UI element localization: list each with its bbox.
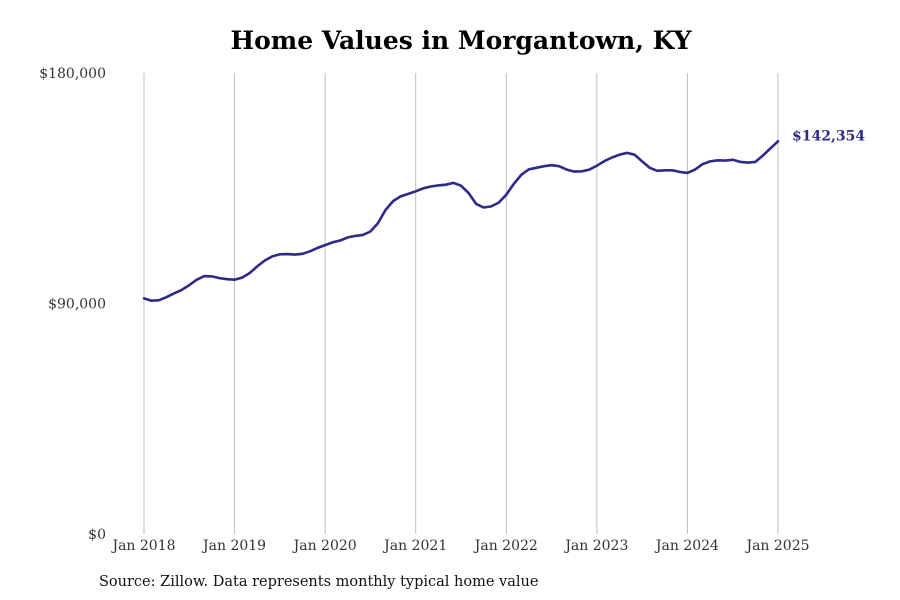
y-tick-label: $180,000 bbox=[39, 66, 106, 82]
latest-value-label: $142,354 bbox=[792, 128, 865, 144]
x-tick-label: Jan 2021 bbox=[382, 538, 447, 554]
chart-title: Home Values in Morgantown, KY bbox=[230, 26, 692, 55]
x-tick-label: Jan 2018 bbox=[110, 538, 175, 554]
x-tick-label: Jan 2024 bbox=[654, 538, 719, 554]
y-tick-label: $90,000 bbox=[48, 297, 106, 313]
x-axis-tick-labels: Jan 2018 Jan 2019 Jan 2020 Jan 2021 Jan 2022… bbox=[110, 538, 809, 554]
y-tick-label: $0 bbox=[88, 527, 106, 543]
x-tick-label: Jan 2023 bbox=[563, 538, 628, 554]
x-tick-label: Jan 2022 bbox=[473, 538, 538, 554]
x-tick-label: Jan 2025 bbox=[744, 538, 809, 554]
x-tick-label: Jan 2019 bbox=[201, 538, 266, 554]
home-value-line bbox=[142, 140, 780, 302]
vertical-gridlines bbox=[143, 73, 779, 534]
x-tick-label: Jan 2020 bbox=[292, 538, 357, 554]
source-note: Source: Zillow. Data represents monthly … bbox=[99, 574, 539, 590]
y-axis-tick-labels: $0 $90,000 $180,000 bbox=[39, 66, 106, 543]
